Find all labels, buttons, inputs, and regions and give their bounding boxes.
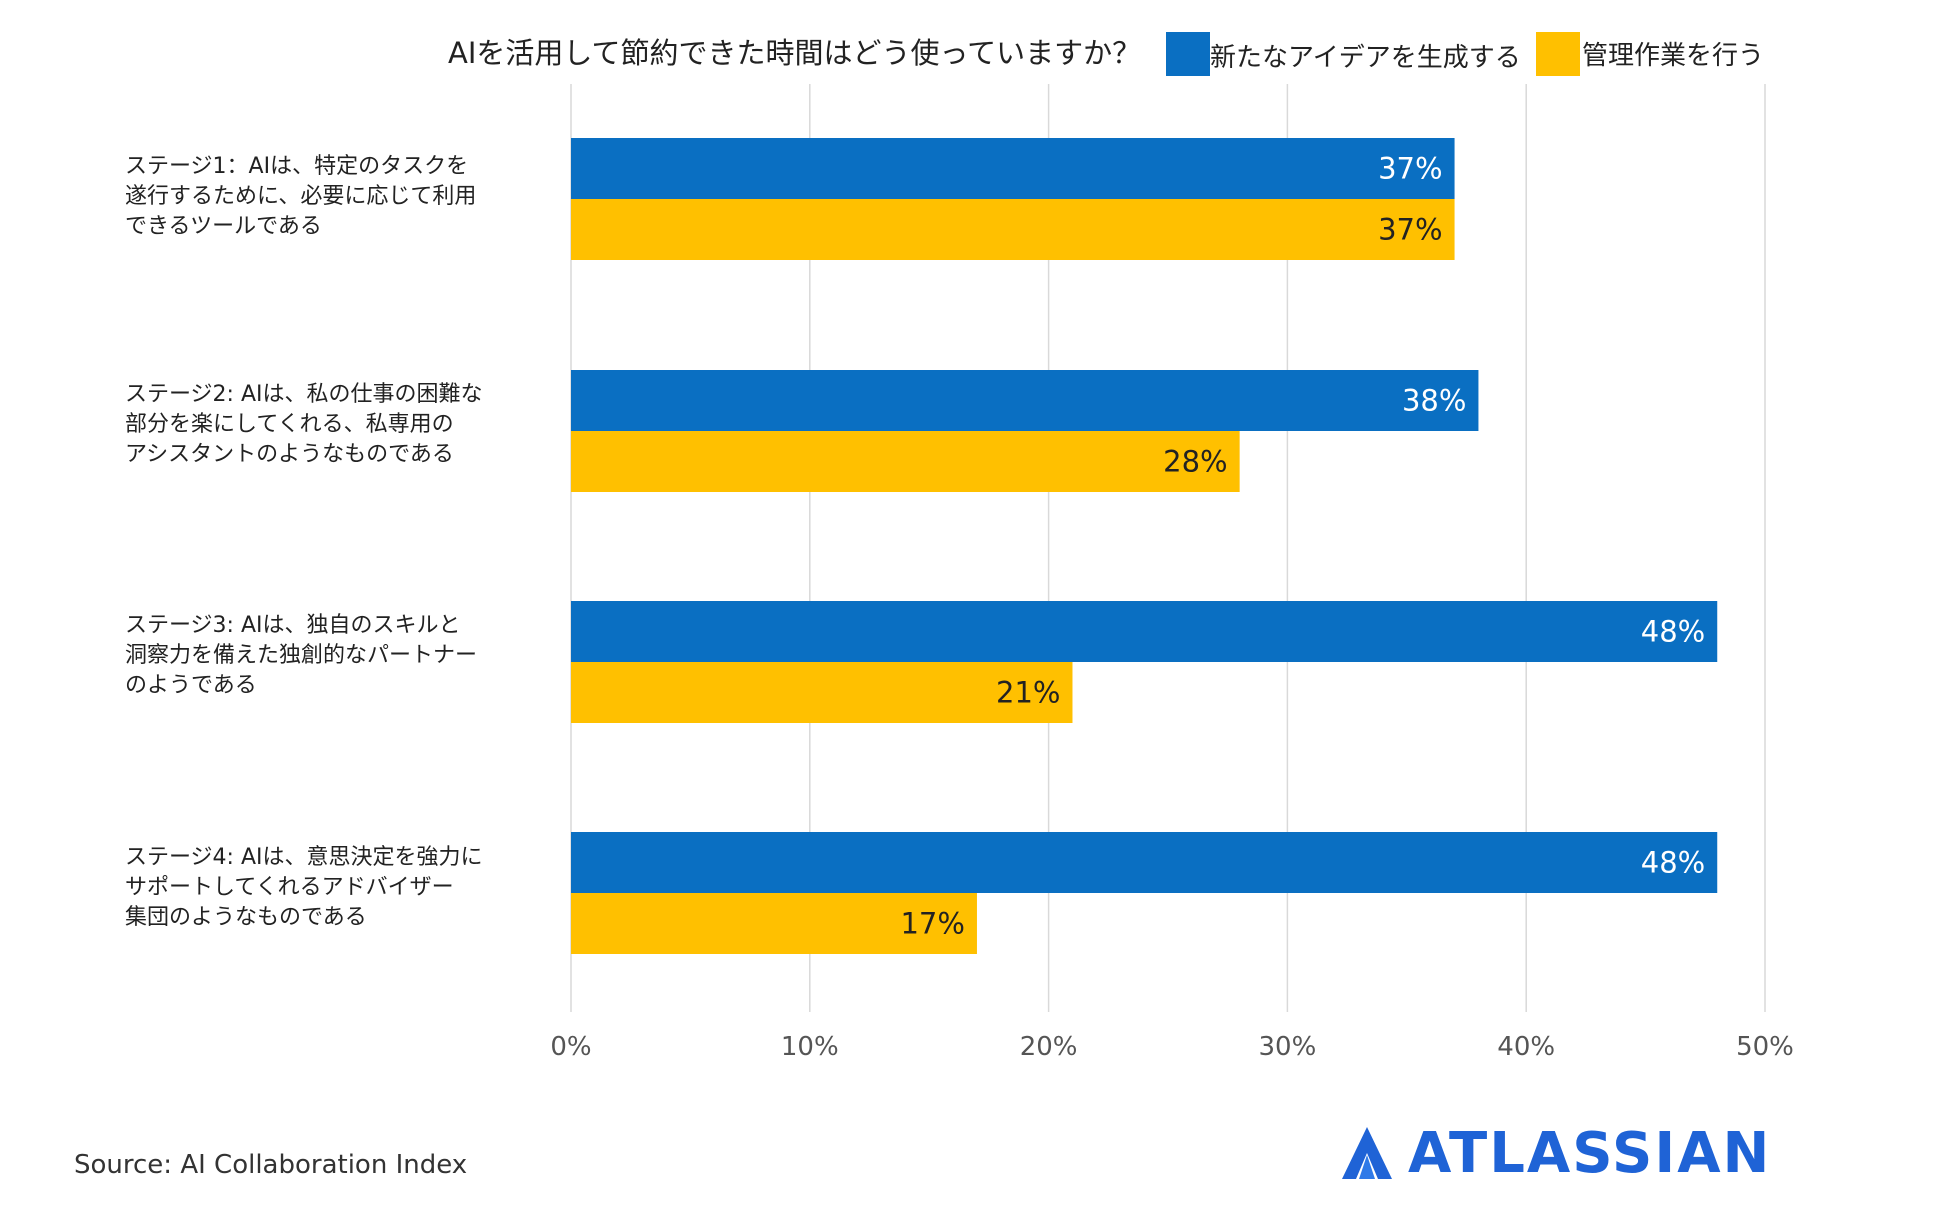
- category-label-line: 集団のようなものである: [125, 905, 367, 930]
- data-label: 21%: [996, 676, 1060, 710]
- bar-ideas-4: [571, 832, 1718, 893]
- data-label: 17%: [900, 907, 964, 941]
- atlassian-logo: ATLASSIAN: [1340, 1118, 1771, 1188]
- data-label: 37%: [1378, 152, 1442, 186]
- category-label-line: ステージ4: AIは、意思決定を強力に: [125, 845, 483, 870]
- legend-label-admin: 管理作業を行う: [1582, 41, 1765, 71]
- category-label-line: のようである: [125, 673, 257, 698]
- x-tick-label: 20%: [1020, 1032, 1078, 1062]
- category-label-stage-2: ステージ2: AIは、私の仕事の困難な 部分を楽にしてくれる、私専用の アシスタント…: [125, 380, 545, 470]
- data-label: 37%: [1378, 213, 1442, 247]
- bar-admin-1: [571, 199, 1455, 260]
- x-tick-label: 30%: [1259, 1032, 1317, 1062]
- bar-ideas-2: [571, 370, 1479, 431]
- category-label-line: アシスタントのようなものである: [125, 442, 454, 467]
- x-tick-label: 0%: [550, 1032, 591, 1062]
- legend-swatch-ideas: [1166, 32, 1210, 76]
- bar-admin-2: [571, 431, 1240, 492]
- data-label: 48%: [1641, 846, 1705, 880]
- data-label: 28%: [1163, 445, 1227, 479]
- category-label-line: 部分を楽にしてくれる、私専用の: [125, 412, 454, 437]
- data-label: 48%: [1641, 615, 1705, 649]
- legend-swatch-admin: [1536, 32, 1580, 76]
- atlassian-logo-icon: [1342, 1127, 1392, 1179]
- bar-ideas-3: [571, 601, 1718, 662]
- category-label-stage-3: ステージ3: AIは、独自のスキルと 洞察力を備えた独創的なパートナー のようである: [125, 611, 545, 701]
- category-label-line: 遂行するために、必要に応じて利用: [125, 184, 477, 209]
- category-label-line: 洞察力を備えた独創的なパートナー: [125, 643, 478, 668]
- x-tick-label: 10%: [781, 1032, 839, 1062]
- x-tick-label: 50%: [1736, 1032, 1794, 1062]
- atlassian-logo-text: ATLASSIAN: [1408, 1120, 1772, 1186]
- category-label-line: ステージ3: AIは、独自のスキルと: [125, 613, 461, 638]
- chart-title: AIを活用して節約できた時間はどう使っていますか？: [448, 36, 1142, 70]
- category-label-line: ステージ1：AIは、特定のタスクを: [125, 154, 469, 179]
- bar-admin-3: [571, 662, 1073, 723]
- legend-label-ideas: 新たなアイデアを生成する: [1210, 43, 1521, 73]
- bar-admin-4: [571, 893, 977, 954]
- bar-ideas-1: [571, 138, 1455, 199]
- x-tick-label: 40%: [1497, 1032, 1555, 1062]
- category-label-stage-1: ステージ1：AIは、特定のタスクを 遂行するために、必要に応じて利用 できるツールで…: [125, 152, 545, 242]
- data-label: 38%: [1402, 384, 1466, 418]
- category-label-line: できるツールである: [125, 214, 322, 239]
- source-note: Source: AI Collaboration Index: [74, 1150, 468, 1180]
- category-label-line: ステージ2: AIは、私の仕事の困難な: [125, 382, 483, 407]
- category-label-line: サポートしてくれるアドバイザー: [125, 875, 454, 900]
- category-label-stage-4: ステージ4: AIは、意思決定を強力に サポートしてくれるアドバイザー 集団のような…: [125, 843, 545, 933]
